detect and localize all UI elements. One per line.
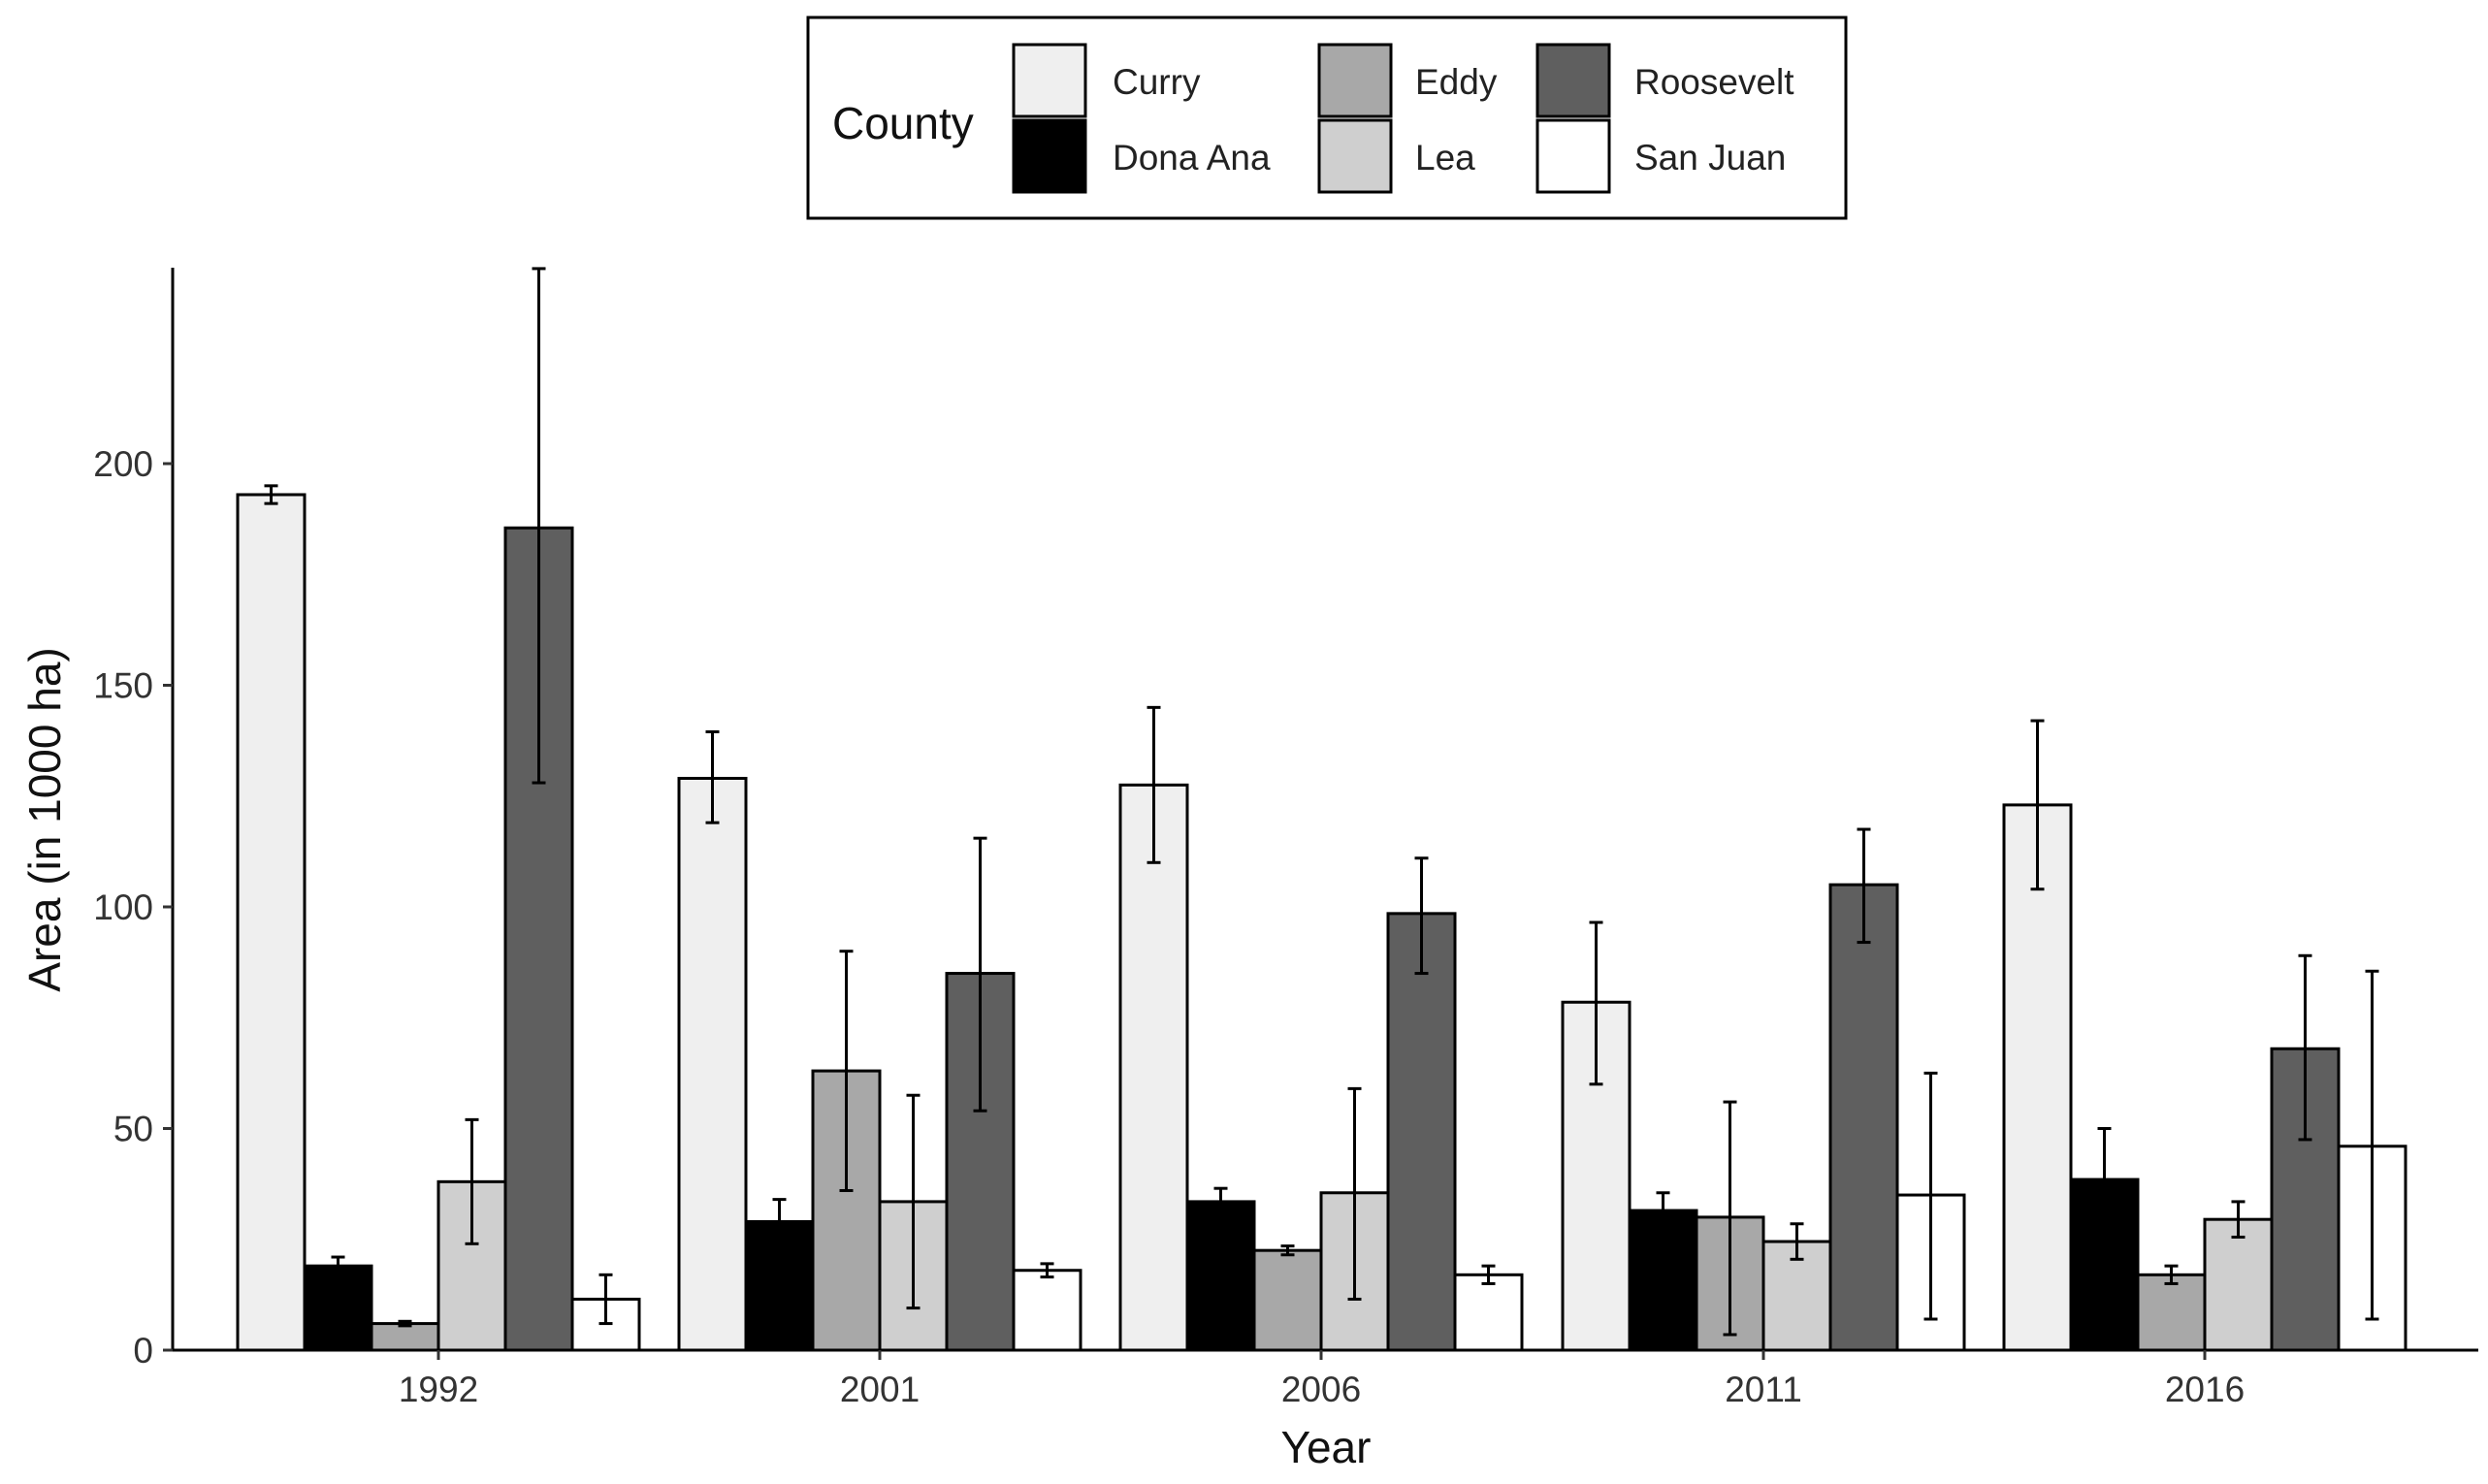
y-tick-label-100: 100	[93, 887, 153, 927]
axes	[171, 268, 2478, 1352]
error-bar-roosevelt-2006	[1414, 856, 1429, 976]
bar-curry-2006	[1118, 783, 1189, 1352]
legend-item-san-juan: San Juan	[1535, 118, 1786, 194]
legend-label-curry: Curry	[1113, 62, 1201, 102]
x-tick-label-1992: 1992	[399, 1370, 478, 1409]
y-tick-label-200: 200	[93, 444, 153, 484]
error-bar-lea-2011	[1790, 1222, 1804, 1261]
error-bar-dona-ana-1992	[331, 1255, 345, 1276]
error-bar-san-juan-1992	[598, 1273, 613, 1326]
bar-eddy-2006	[1252, 1248, 1323, 1352]
error-bar-curry-2006	[1147, 705, 1161, 864]
legend-item-lea: Lea	[1317, 118, 1475, 194]
error-bar-san-juan-2016	[2365, 969, 2379, 1321]
bar-lea-2016	[2203, 1217, 2274, 1352]
x-tick-label-2001: 2001	[840, 1370, 920, 1409]
legend-label-roosevelt: Roosevelt	[1634, 62, 1794, 102]
x-tick-label-2006: 2006	[1281, 1370, 1361, 1409]
bar-curry-2001	[677, 776, 748, 1352]
x-ticks: 1992 2001 2006 2011 2016	[399, 1350, 2245, 1409]
bars-group	[236, 493, 2407, 1352]
bar-dona-ana-1992	[303, 1264, 373, 1352]
x-axis-title: Year	[1281, 1422, 1372, 1472]
error-bar-roosevelt-2016	[2298, 953, 2312, 1142]
y-axis-title: Area (in 1000 ha)	[19, 647, 70, 991]
error-bar-eddy-2006	[1280, 1244, 1295, 1257]
y-tick-label-50: 50	[113, 1110, 153, 1149]
error-bar-eddy-1992	[398, 1319, 412, 1328]
error-bar-lea-1992	[465, 1117, 479, 1245]
bar-san-juan-2001	[1012, 1269, 1082, 1352]
error-bar-curry-1992	[264, 484, 278, 505]
legend-title: County	[832, 98, 974, 148]
x-tick-label-2016: 2016	[2165, 1370, 2245, 1409]
error-bar-curry-2016	[2030, 719, 2045, 891]
bar-dona-ana-2006	[1185, 1200, 1256, 1352]
legend-label-san-juan: San Juan	[1634, 138, 1786, 177]
error-bar-eddy-2016	[2164, 1264, 2179, 1285]
error-bar-san-juan-2011	[1923, 1071, 1938, 1321]
error-bar-curry-2001	[705, 729, 720, 824]
error-bar-dona-ana-2001	[772, 1198, 787, 1245]
error-bar-san-juan-2006	[1481, 1264, 1496, 1285]
error-bar-lea-2016	[2231, 1200, 2246, 1239]
legend-swatch-dona-ana	[1012, 118, 1087, 194]
error-bar-roosevelt-2011	[1857, 827, 1871, 945]
legend-swatch-eddy	[1317, 43, 1393, 118]
bar-roosevelt-2006	[1386, 912, 1457, 1352]
bar-curry-1992	[236, 493, 307, 1352]
legend: County Curry Dona Ana Eddy Lea Roosevelt San …	[806, 16, 1848, 220]
legend-swatch-san-juan	[1535, 118, 1611, 194]
legend-item-dona-ana: Dona Ana	[1012, 118, 1271, 194]
error-bar-dona-ana-2006	[1213, 1186, 1228, 1214]
bar-dona-ana-2011	[1628, 1209, 1698, 1352]
error-bar-curry-2011	[1589, 920, 1603, 1086]
legend-label-eddy: Eddy	[1415, 62, 1498, 102]
legend-swatch-lea	[1317, 118, 1393, 194]
bar-san-juan-2006	[1453, 1273, 1524, 1352]
legend-label-lea: Lea	[1415, 138, 1475, 177]
error-bar-dona-ana-2011	[1656, 1191, 1670, 1228]
legend-item-curry: Curry	[1012, 43, 1201, 118]
error-bar-lea-2006	[1347, 1086, 1362, 1301]
bar-eddy-2016	[2136, 1273, 2207, 1352]
legend-item-roosevelt: Roosevelt	[1535, 43, 1794, 118]
error-bar-roosevelt-2001	[973, 836, 987, 1113]
legend-item-eddy: Eddy	[1317, 43, 1498, 118]
y-tick-label-150: 150	[93, 666, 153, 706]
legend-label-dona-ana: Dona Ana	[1113, 138, 1271, 177]
error-bar-roosevelt-1992	[532, 267, 546, 785]
error-bar-eddy-2011	[1723, 1100, 1737, 1337]
legend-swatch-roosevelt	[1535, 43, 1611, 118]
error-bars-group	[264, 267, 2379, 1337]
error-bar-san-juan-2001	[1040, 1262, 1054, 1279]
error-bar-dona-ana-2016	[2097, 1127, 2112, 1233]
error-bar-lea-2001	[906, 1093, 921, 1310]
y-tick-label-0: 0	[133, 1331, 153, 1371]
error-bar-eddy-2001	[839, 950, 854, 1192]
bar-eddy-1992	[370, 1322, 440, 1352]
legend-swatch-curry	[1012, 43, 1087, 118]
y-ticks: 0 50 100 150 200	[93, 444, 173, 1371]
x-tick-label-2011: 2011	[1725, 1370, 1802, 1409]
bar-roosevelt-2011	[1828, 883, 1899, 1352]
